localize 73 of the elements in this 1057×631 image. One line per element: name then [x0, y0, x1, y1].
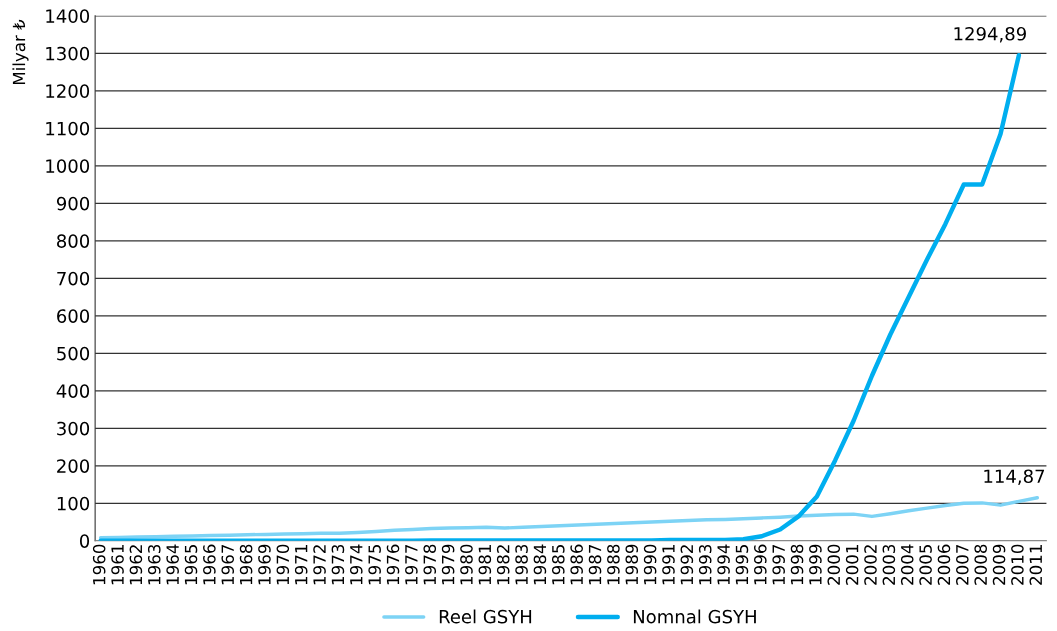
x-tick-label: 1977: [405, 544, 418, 585]
x-tick-label: 1996: [754, 544, 767, 585]
legend-label: Nomnal GSYH: [633, 609, 756, 624]
x-tick-label: 1999: [809, 544, 822, 585]
y-tick-label: 200: [57, 459, 90, 473]
y-tick-label: 900: [56, 196, 90, 211]
y-tick-label: 1200: [46, 84, 90, 98]
x-tick-label: 1985: [551, 545, 565, 585]
x-tick-label: 1989: [625, 544, 639, 585]
x-tick-label: 2002: [864, 545, 877, 585]
x-tick-label: 1972: [313, 545, 326, 585]
y-tick-label: 800: [57, 234, 90, 248]
x-tick-label: 1973: [331, 544, 345, 585]
x-tick-label: 1988: [607, 544, 620, 585]
x-tick-label: 1974: [349, 544, 363, 585]
x-tick-label: 1983: [515, 544, 528, 585]
annotation: 114,87: [984, 469, 1045, 485]
x-tick-label: 1986: [570, 544, 583, 585]
x-tick-label: 1968: [239, 544, 253, 585]
y-tick-label: 0: [79, 534, 90, 548]
x-tick-label: 1962: [129, 545, 143, 585]
x-tick-label: 1971: [294, 545, 308, 585]
x-tick-label: 1998: [790, 544, 804, 585]
x-tick-label: 2007: [956, 544, 969, 585]
x-tick-label: 1967: [221, 544, 235, 585]
x-tick-label: 2004: [900, 544, 914, 585]
x-tick-label: 2005: [919, 545, 932, 585]
x-tick-label: 1992: [680, 545, 694, 585]
y-tick-label: 600: [57, 309, 90, 323]
x-tick-label: 2006: [937, 544, 951, 585]
x-tick-label: 1990: [643, 544, 657, 585]
x-tick-label: 1961: [111, 545, 124, 585]
y-tick-label: 1300: [46, 46, 90, 61]
x-tick-label: 1969: [258, 544, 271, 585]
y-axis-title: Milyar ₺: [12, 19, 29, 85]
x-tick-label: 1966: [203, 544, 216, 585]
x-tick-label: 1981: [478, 545, 492, 585]
x-tick-label: 1987: [588, 544, 602, 585]
y-tick-label: 700: [57, 271, 90, 286]
y-tick-label: 400: [56, 384, 90, 398]
x-tick-label: 2003: [882, 544, 896, 585]
x-tick-label: 1997: [772, 544, 785, 585]
x-tick-label: 1976: [386, 544, 400, 585]
x-tick-label: 1960: [92, 544, 106, 585]
x-tick-label: 1982: [496, 545, 510, 585]
y-tick-label: 1100: [46, 121, 90, 136]
x-tick-label: 1978: [423, 544, 437, 585]
x-tick-label: 1975: [368, 545, 381, 585]
x-tick-label: 1970: [276, 544, 290, 585]
x-tick-label: 1991: [662, 545, 675, 585]
x-tick-label: 1994: [717, 544, 730, 585]
annotation: 1294,89: [954, 26, 1026, 43]
x-tick-label: 1995: [735, 545, 749, 585]
x-tick-label: 2001: [845, 545, 859, 585]
x-tick-label: 1980: [460, 544, 473, 585]
y-tick-label: 300: [57, 421, 90, 436]
x-tick-label: 1979: [441, 544, 455, 585]
y-tick-label: 100: [57, 496, 90, 511]
x-tick-label: 2010: [1011, 544, 1024, 585]
y-tick-label: 1000: [46, 159, 90, 173]
x-tick-label: 1984: [533, 544, 547, 585]
x-tick-label: 2011: [1029, 545, 1043, 585]
line-series: [98, 495, 1039, 540]
y-tick-label: 500: [57, 346, 90, 361]
x-tick-label: 1963: [147, 544, 161, 585]
x-tick-label: 1993: [698, 544, 712, 585]
x-tick-label: 1964: [166, 544, 179, 585]
x-tick-label: 2000: [827, 544, 841, 585]
x-tick-label: 1965: [184, 545, 198, 585]
x-tick-label: 2009: [992, 544, 1006, 585]
legend-label: Reel GSYH: [439, 609, 532, 624]
x-tick-label: 2008: [974, 544, 987, 585]
y-tick-label: 1400: [46, 9, 90, 23]
